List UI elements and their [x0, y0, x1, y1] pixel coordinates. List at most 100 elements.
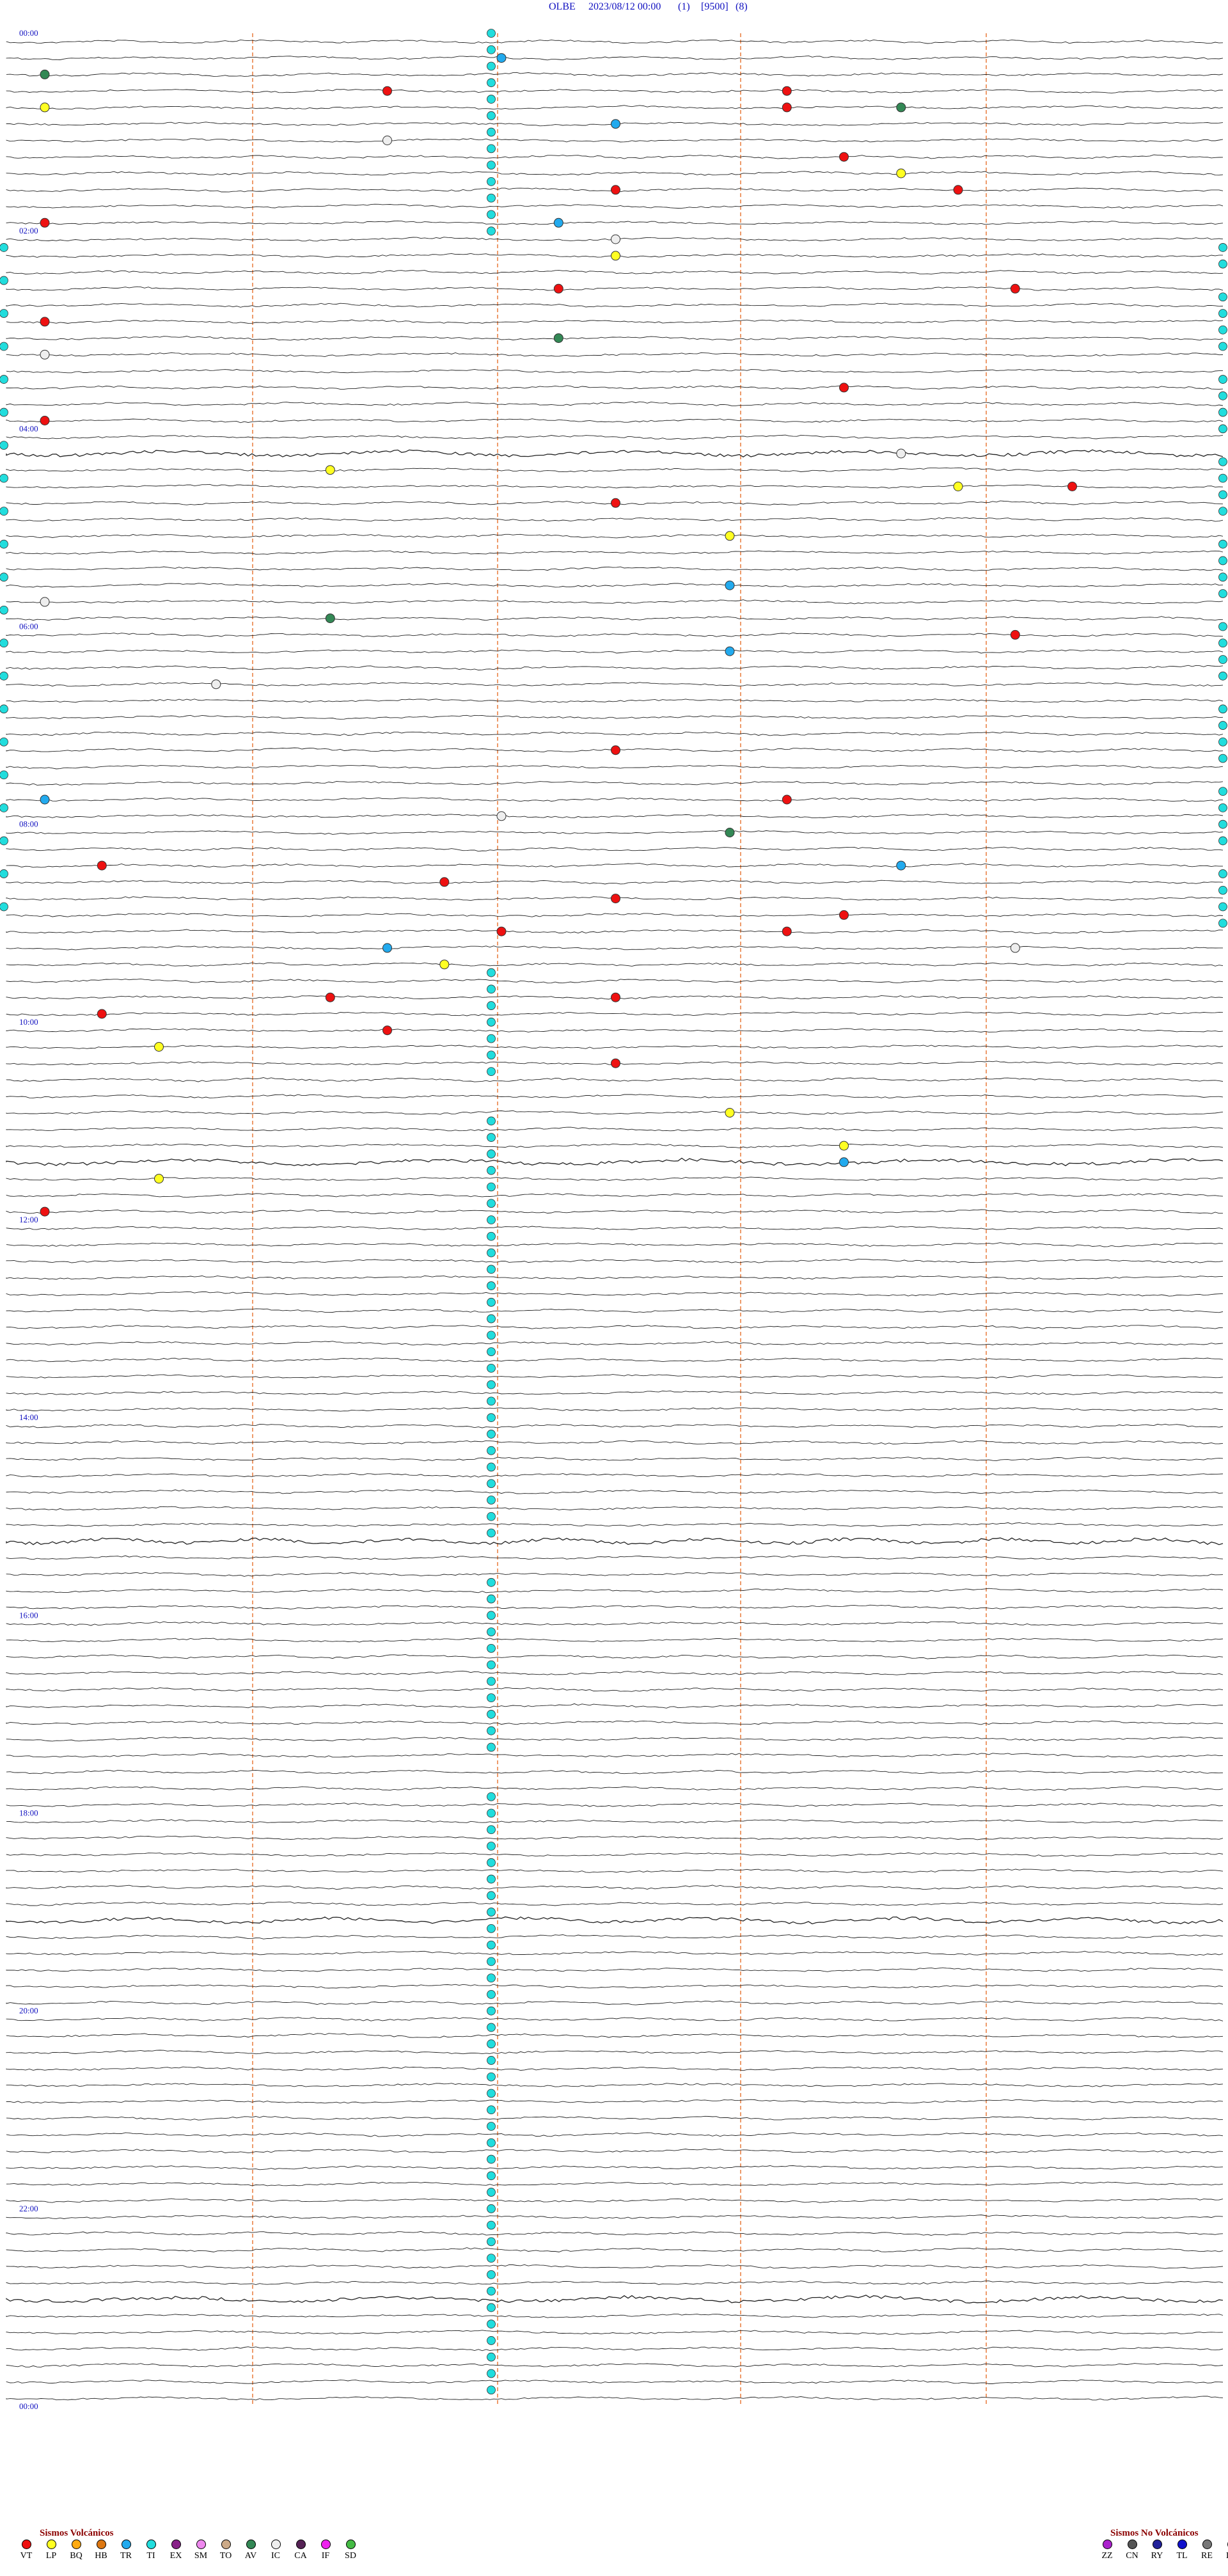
- ti-marker: [487, 1891, 496, 1900]
- legend-code: AV: [244, 2551, 257, 2561]
- legend-code: VT: [20, 2551, 33, 2561]
- trace-line: [6, 1226, 1224, 1230]
- ti-marker: [1218, 539, 1227, 549]
- ti-marker: [1218, 803, 1227, 812]
- trace-line: [6, 171, 1224, 176]
- ti-marker: [487, 1331, 496, 1340]
- trace-line: [6, 978, 1224, 984]
- legend-code: CA: [294, 2551, 307, 2561]
- trace-line: [6, 1489, 1224, 1494]
- trace-line: [6, 1407, 1224, 1412]
- ti-marker: [487, 2220, 496, 2230]
- trace-line: [6, 368, 1224, 374]
- ti-marker: [487, 1973, 496, 1983]
- event-marker-vt: [782, 794, 792, 805]
- event-marker-vt: [325, 992, 335, 1002]
- trace-line: [6, 1192, 1224, 1198]
- event-marker-vt: [839, 383, 849, 393]
- event-marker-lp: [953, 482, 963, 491]
- ti-marker: [487, 127, 496, 137]
- event-marker-av: [325, 613, 335, 624]
- event-marker-lp: [611, 251, 620, 261]
- event-marker-vt: [40, 217, 50, 228]
- trace-line: [6, 1506, 1224, 1511]
- ti-marker: [1218, 836, 1227, 846]
- ti-marker: [0, 803, 8, 812]
- ti-marker: [1218, 754, 1227, 763]
- trace-line: [6, 1390, 1224, 1395]
- event-marker-vt: [782, 102, 792, 113]
- event-marker-vt: [611, 498, 620, 508]
- ti-marker: [487, 1825, 496, 1835]
- event-marker-av: [553, 333, 563, 344]
- legend-code: IC: [271, 2551, 280, 2561]
- event-marker-tr: [896, 860, 906, 871]
- ti-marker: [487, 1742, 496, 1752]
- legend-code: SD: [345, 2551, 356, 2561]
- legend-code: RE: [1201, 2551, 1213, 2561]
- legend-item-sm: SM: [189, 2540, 213, 2561]
- legend-swatch: [171, 2540, 181, 2549]
- hour-label: 10:00: [19, 1017, 38, 1027]
- event-marker-ic: [611, 234, 620, 244]
- legend-code: LP: [45, 2551, 57, 2561]
- ti-marker: [487, 2385, 496, 2395]
- event-marker-ic: [211, 679, 221, 690]
- ti-marker: [487, 1396, 496, 1406]
- event-marker-vt: [611, 185, 620, 195]
- event-marker-vt: [97, 1009, 107, 1019]
- minute-guide-lines: [252, 33, 987, 2406]
- ti-marker: [487, 1231, 496, 1241]
- event-marker-vt: [839, 910, 849, 920]
- event-marker-tr: [725, 646, 735, 656]
- trace-line: [6, 2264, 1224, 2269]
- trace-line: [6, 1950, 1224, 1956]
- trace-line: [6, 2165, 1224, 2170]
- ti-marker: [487, 2204, 496, 2213]
- legend-item-tl: TL: [1170, 2540, 1194, 2561]
- legend-swatch: [146, 2540, 156, 2549]
- legend-code: EX: [169, 2551, 182, 2561]
- legend-code: IF: [321, 2551, 330, 2561]
- trace-line: [6, 1654, 1224, 1659]
- trace-line: [6, 385, 1224, 390]
- trace-line: [6, 682, 1224, 687]
- trace-line: [6, 665, 1224, 670]
- legend-code: RY: [1151, 2551, 1163, 2561]
- trace-line: [6, 1869, 1224, 1874]
- ti-marker: [0, 671, 8, 681]
- legend-item-sd: SD: [338, 2540, 363, 2561]
- ti-marker: [487, 1413, 496, 1423]
- ti-marker: [487, 1594, 496, 1604]
- ti-marker: [1218, 655, 1227, 664]
- ti-marker: [487, 2006, 496, 2016]
- legend-swatch: [345, 2540, 356, 2549]
- event-marker-vt: [611, 992, 620, 1002]
- ti-marker: [487, 61, 496, 71]
- trace-line: [6, 814, 1224, 819]
- ti-marker: [487, 1528, 496, 1538]
- event-marker-vt: [1010, 283, 1020, 294]
- trace-line: [6, 1457, 1224, 1462]
- ti-marker: [487, 1677, 496, 1686]
- event-marker-tr: [40, 794, 50, 805]
- legend-item-ex: EX: [164, 2540, 188, 2561]
- event-marker-tr: [553, 217, 563, 228]
- trace-line: [6, 913, 1224, 917]
- trace-line: [6, 1555, 1224, 1560]
- ti-marker: [487, 78, 496, 88]
- trace-line: [6, 286, 1224, 291]
- ti-marker: [487, 111, 496, 120]
- trace-line: [6, 764, 1224, 770]
- trace-line: [6, 2033, 1224, 2038]
- ti-marker: [487, 144, 496, 154]
- ti-marker: [1218, 490, 1227, 500]
- legend-code: CN: [1126, 2551, 1138, 2561]
- ti-marker: [487, 1577, 496, 1587]
- legend-swatch: [71, 2540, 81, 2549]
- legend-item-ti: TI: [139, 2540, 163, 2561]
- event-marker-tr: [839, 1157, 849, 1167]
- legend-item-av: AV: [239, 2540, 263, 2561]
- legend-swatch: [196, 2540, 206, 2549]
- legend-swatch: [1202, 2540, 1212, 2549]
